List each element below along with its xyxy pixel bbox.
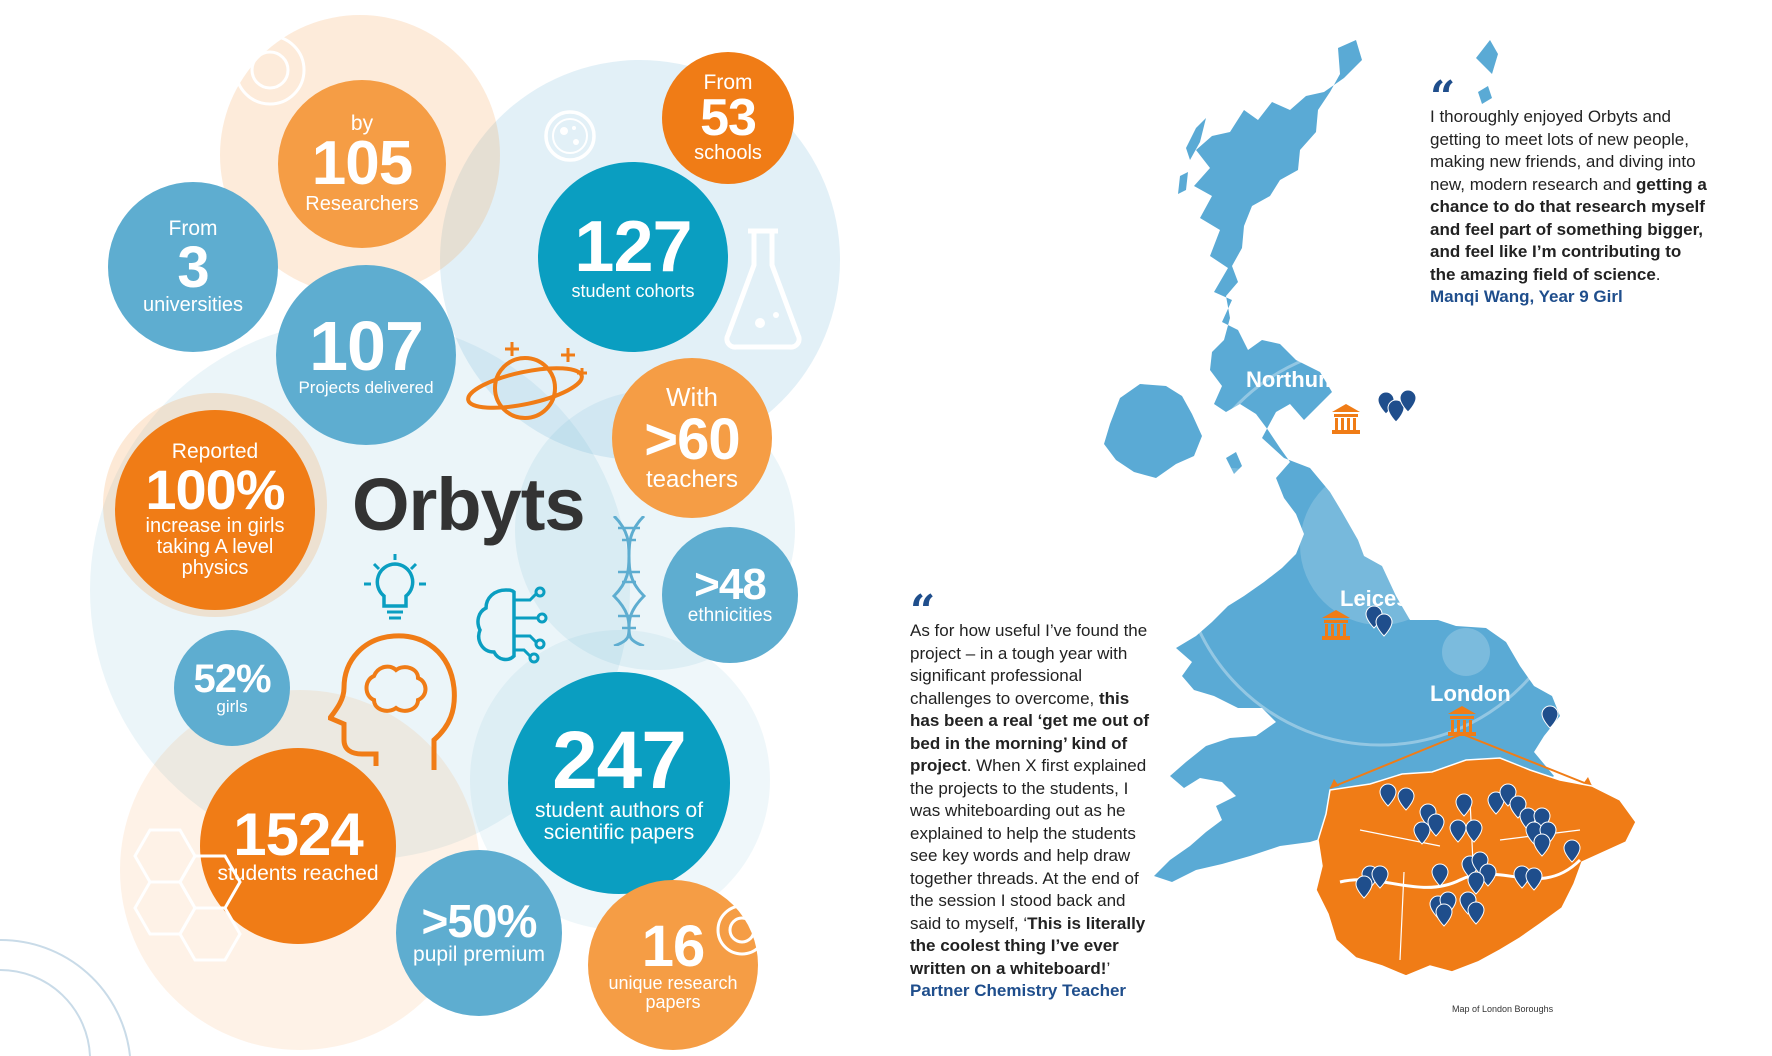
stat-papers-label: unique research papers bbox=[608, 972, 738, 1012]
region-london: London bbox=[1430, 681, 1511, 706]
stat-girls-number: 52% bbox=[193, 657, 271, 702]
hexagon-molecule-icon bbox=[133, 828, 242, 962]
quote-student-bold: getting a chance to do that research mys… bbox=[1430, 174, 1707, 284]
university-icon bbox=[1448, 706, 1476, 736]
quote-student-end: . bbox=[1655, 264, 1661, 284]
stat-schools-top: From bbox=[703, 70, 753, 94]
stat-cohorts-label: student cohorts bbox=[571, 280, 695, 301]
dots-decoration-papers bbox=[716, 904, 768, 956]
quote-teacher-text-3: ’ bbox=[1106, 958, 1111, 978]
quote-teacher-text-1: As for how useful I’ve found the project… bbox=[910, 621, 1148, 708]
stat-authors-label: student authors of scientific papers bbox=[534, 798, 704, 844]
location-pin-icon bbox=[1355, 389, 1581, 927]
stat-schools-label: schools bbox=[694, 142, 762, 165]
stat-projects: 107 Projects delivered bbox=[276, 265, 456, 445]
stat-schools-number: 53 bbox=[700, 88, 757, 147]
stat-girls: 52% girls bbox=[174, 630, 290, 746]
stat-teachers: With >60 teachers bbox=[612, 358, 772, 518]
stat-researchers-top: by bbox=[350, 112, 374, 136]
stat-universities: From 3 universities bbox=[108, 182, 278, 352]
map-caption: Map of London Boroughs bbox=[1452, 1004, 1554, 1014]
stat-students: 1524 students reached bbox=[200, 748, 396, 944]
stat-students-number: 1524 bbox=[233, 801, 363, 869]
stat-papers: 16 unique research papers bbox=[588, 880, 758, 1050]
quote-teacher-text-2: . When X first explained the projects to… bbox=[910, 756, 1147, 933]
stat-girls-physics-label: increase in girls taking A level physics bbox=[145, 515, 285, 580]
stat-universities-number: 3 bbox=[177, 234, 209, 300]
stat-universities-label: universities bbox=[142, 294, 244, 317]
stat-universities-top: From bbox=[168, 216, 218, 240]
stat-girls-physics-top: Reported bbox=[171, 439, 259, 463]
stat-students-label: students reached bbox=[217, 862, 379, 886]
stat-researchers-number: 105 bbox=[311, 129, 413, 199]
stat-premium: >50% pupil premium bbox=[396, 850, 562, 1016]
stat-researchers: by 105 Researchers bbox=[278, 80, 446, 248]
stat-girls-physics-number: 100% bbox=[145, 457, 285, 521]
great-britain-landmass bbox=[1154, 40, 1560, 882]
stat-girls-label: girls bbox=[216, 697, 248, 717]
lightbulb-icon bbox=[364, 554, 426, 620]
stat-researchers-label: Researchers bbox=[305, 192, 419, 215]
stat-premium-label: pupil premium bbox=[413, 942, 545, 966]
stat-girls-physics: Reported 100% increase in girls taking A… bbox=[115, 410, 315, 610]
stat-premium-number: >50% bbox=[421, 895, 538, 948]
region-leicester: Leicester bbox=[1340, 586, 1437, 611]
petri-dish-icon bbox=[544, 110, 596, 162]
stat-cohorts-number: 127 bbox=[574, 207, 692, 288]
stat-authors-number: 247 bbox=[552, 715, 687, 806]
quote-teacher: “ As for how useful I’ve found the proje… bbox=[910, 590, 1160, 1003]
circuit-brain-icon bbox=[476, 586, 548, 664]
stat-projects-label: Projects delivered bbox=[298, 378, 434, 398]
quote-icon: “ bbox=[1430, 72, 1456, 123]
uk-map bbox=[1104, 40, 1637, 977]
northern-ireland-landmass bbox=[1104, 384, 1202, 478]
stat-papers-number: 16 bbox=[641, 913, 706, 979]
stat-ethnicities-label: ethnicities bbox=[687, 604, 773, 626]
planet-icon bbox=[466, 342, 587, 420]
stat-cohorts: 127 student cohorts bbox=[538, 162, 728, 352]
quote-icon: “ bbox=[910, 586, 936, 637]
region-northumbria: Northumbria bbox=[1246, 367, 1378, 392]
quote-teacher-attribution: Partner Chemistry Teacher bbox=[910, 981, 1127, 1000]
flask-icon bbox=[724, 228, 802, 350]
quote-student: “ I thoroughly enjoyed Orbyts and gettin… bbox=[1430, 76, 1710, 309]
quote-teacher-bold-1: this has been a real ‘get me out of bed … bbox=[910, 688, 1150, 776]
page-title: Orbyts bbox=[352, 463, 586, 546]
quote-student-attribution: Manqi Wang, Year 9 Girl bbox=[1430, 287, 1623, 306]
stat-ethnicities: >48 ethnicities bbox=[662, 527, 798, 663]
stat-teachers-top: With bbox=[666, 382, 718, 413]
stat-teachers-label: teachers bbox=[645, 465, 739, 493]
dna-icon bbox=[611, 516, 647, 646]
stat-teachers-number: >60 bbox=[644, 406, 740, 472]
university-icon bbox=[1322, 610, 1350, 640]
stat-authors: 247 student authors of scientific papers bbox=[508, 672, 730, 894]
dots-decoration bbox=[234, 34, 306, 106]
stat-ethnicities-number: >48 bbox=[694, 560, 767, 610]
university-icon bbox=[1332, 404, 1360, 434]
quote-teacher-bold-2: This is literally the coolest thing I’ve… bbox=[910, 913, 1146, 978]
quote-student-text: I thoroughly enjoyed Orbyts and getting … bbox=[1430, 107, 1696, 194]
stat-projects-number: 107 bbox=[309, 306, 424, 385]
head-brain-icon bbox=[328, 633, 457, 770]
stat-schools: From 53 schools bbox=[662, 52, 794, 184]
